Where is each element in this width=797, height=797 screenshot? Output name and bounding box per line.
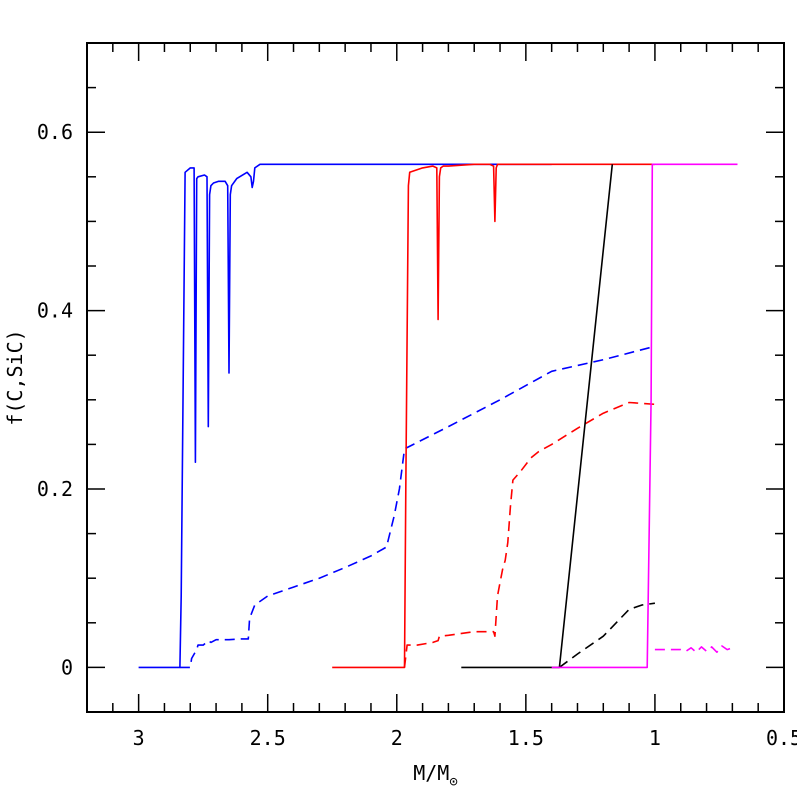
- y-axis-label: f(C,SiC): [3, 329, 27, 425]
- series-line-1: [179, 345, 656, 669]
- y-tick-label: 0.6: [37, 120, 73, 144]
- plot-frame: [86, 42, 785, 713]
- series-line-6: [551, 163, 738, 669]
- ticks-layer: [86, 42, 785, 713]
- series-line-5: [558, 602, 656, 669]
- series-line-2: [332, 163, 655, 669]
- series-line-4: [461, 164, 614, 669]
- series-line-3: [403, 401, 655, 668]
- x-tick-label: 3: [133, 726, 145, 750]
- y-tick-label: 0.2: [37, 477, 73, 501]
- x-tick-label: 1.5: [508, 726, 544, 750]
- x-axis-label-main: M/M: [413, 761, 449, 785]
- series-layer: [138, 163, 738, 669]
- y-tick-label: 0.4: [37, 299, 73, 323]
- x-tick-label: 1: [649, 726, 661, 750]
- series-line-7: [654, 645, 733, 654]
- x-tick-label: 0.5: [766, 726, 797, 750]
- x-axis-label-subscript: ⊙: [449, 774, 458, 790]
- x-tick-label: 2: [391, 726, 403, 750]
- y-tick-label: 0: [61, 655, 73, 679]
- x-tick-label: 2.5: [250, 726, 286, 750]
- series-line-0: [138, 163, 552, 669]
- x-axis-label: M/M⊙: [413, 761, 458, 790]
- tick-labels: 3 2.5 2 1.5 1 0.5 0 0.2 0.4 0.6: [37, 120, 797, 750]
